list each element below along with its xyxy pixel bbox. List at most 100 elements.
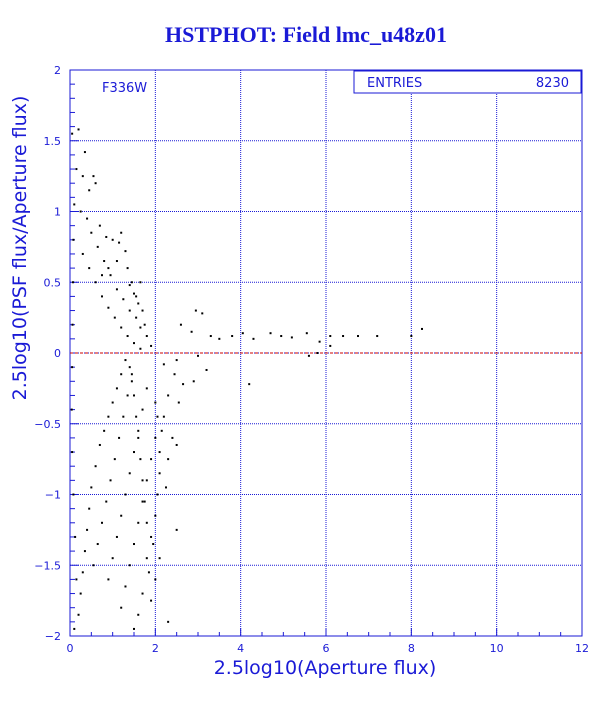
- data-point: [150, 599, 153, 602]
- data-point: [201, 312, 204, 315]
- data-point: [130, 380, 133, 383]
- data-point: [124, 250, 127, 253]
- data-point: [126, 267, 129, 270]
- data-point: [133, 451, 135, 454]
- data-point: [145, 521, 148, 524]
- data-point: [175, 528, 178, 531]
- data-point: [154, 436, 157, 439]
- data-point: [231, 335, 234, 338]
- data-point: [94, 465, 97, 468]
- data-point: [150, 344, 153, 347]
- data-point: [96, 245, 99, 248]
- x-tick-label: 6: [323, 642, 330, 655]
- data-point: [115, 288, 118, 291]
- data-point: [329, 335, 332, 338]
- data-point: [128, 309, 131, 312]
- data-point: [154, 578, 157, 581]
- data-point: [118, 436, 121, 439]
- x-tick-label: 4: [237, 642, 244, 655]
- data-point: [158, 472, 161, 475]
- data-point: [81, 175, 84, 178]
- data-point: [101, 521, 103, 524]
- data-point: [160, 429, 163, 432]
- data-point: [141, 592, 144, 595]
- y-tick-label: 1.5: [44, 135, 62, 148]
- data-point: [137, 521, 140, 524]
- ticks: [69, 69, 583, 637]
- data-point: [118, 241, 121, 244]
- data-point: [133, 543, 135, 546]
- x-tick-label: 12: [575, 642, 589, 655]
- data-point: [79, 210, 82, 213]
- x-tick-label: 10: [490, 642, 504, 655]
- data-point: [79, 592, 82, 595]
- data-point: [269, 332, 272, 335]
- data-point: [209, 335, 212, 338]
- data-point: [141, 500, 144, 503]
- data-point: [83, 151, 86, 154]
- data-point: [115, 387, 118, 390]
- data-point: [124, 493, 127, 496]
- data-point: [133, 342, 135, 345]
- data-point: [71, 323, 74, 326]
- data-point: [105, 235, 108, 238]
- data-point: [143, 500, 146, 503]
- data-point: [71, 281, 74, 284]
- data-point: [72, 493, 75, 496]
- stats-entries-label: ENTRIES: [367, 76, 422, 91]
- data-point: [145, 479, 148, 482]
- y-tick-label: −1.5: [34, 559, 61, 572]
- data-point: [135, 316, 138, 319]
- data-point: [154, 514, 157, 517]
- data-point: [318, 340, 321, 343]
- data-points: [70, 128, 423, 630]
- data-point: [126, 335, 129, 338]
- data-point: [197, 354, 199, 357]
- data-point: [101, 295, 103, 298]
- data-point: [290, 336, 293, 339]
- data-point: [115, 535, 118, 538]
- y-tick-label: 0: [54, 347, 61, 360]
- data-point: [103, 429, 106, 432]
- data-point: [73, 627, 76, 630]
- data-point: [175, 359, 178, 362]
- data-point: [145, 387, 148, 390]
- data-point: [357, 335, 359, 338]
- data-point: [86, 217, 89, 220]
- data-point: [111, 401, 114, 404]
- data-point: [316, 352, 319, 354]
- data-point: [329, 344, 332, 347]
- data-point: [182, 383, 185, 386]
- y-tick-label: −1: [45, 489, 61, 502]
- data-point: [167, 458, 170, 461]
- data-point: [145, 335, 148, 338]
- data-point: [421, 327, 423, 330]
- data-point: [71, 132, 74, 135]
- data-point: [177, 401, 180, 404]
- data-point: [167, 620, 170, 623]
- y-tick-label: 0.5: [44, 276, 62, 289]
- data-point: [98, 224, 101, 227]
- data-point: [107, 267, 110, 270]
- data-point: [130, 373, 133, 376]
- data-point: [128, 366, 131, 369]
- data-point: [120, 514, 123, 517]
- data-point: [98, 443, 101, 446]
- chart-title: HSTPHOT: Field lmc_u48z01: [165, 22, 447, 47]
- data-point: [128, 472, 131, 475]
- data-point: [133, 394, 135, 397]
- data-point: [150, 458, 153, 461]
- data-point: [137, 613, 140, 616]
- data-point: [137, 436, 140, 439]
- data-point: [143, 323, 146, 326]
- data-point: [145, 557, 148, 560]
- data-point: [128, 284, 131, 287]
- data-point: [128, 564, 131, 567]
- data-point: [120, 373, 123, 376]
- y-tick-label: 1: [54, 206, 61, 219]
- data-point: [73, 203, 76, 206]
- data-point: [165, 486, 167, 489]
- data-point: [109, 274, 112, 277]
- data-point: [139, 458, 142, 461]
- data-point: [133, 627, 135, 630]
